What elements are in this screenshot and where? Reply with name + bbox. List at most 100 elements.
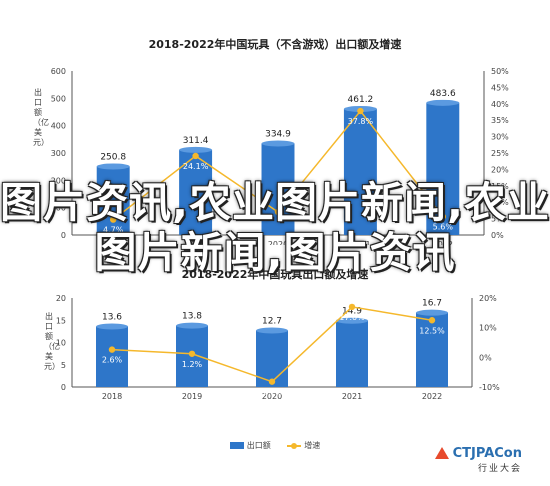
top-ytick-label: 300 (51, 149, 66, 158)
top-bar-value-label: 461.2 (348, 95, 374, 105)
bottom-y2tick-label: 20% (479, 294, 497, 303)
bottom-growth-label: 1.2% (182, 360, 203, 369)
brand-subtitle: 行业大会 (477, 464, 522, 474)
legend-label-line: 增速 (304, 441, 321, 450)
top-y2tick-label: 10% (491, 198, 509, 207)
top-ytick-label: 500 (51, 94, 66, 103)
bottom-bar-cap (96, 323, 128, 330)
brand-logo: CTJPACon 行业大会 (434, 442, 522, 474)
top-y2tick-label: 20% (491, 165, 509, 174)
bottom-ytick-label: 0 (61, 383, 66, 392)
chart-title-top: 2018-2022年中国玩具（不含游戏）出口额及增速 (148, 38, 402, 51)
bottom-growth-label: 17.0% (339, 313, 365, 322)
bottom-xtick-label: 2022 (422, 392, 442, 401)
top-growth-label: 5.6% (433, 223, 454, 232)
top-bar (261, 143, 295, 235)
top-growth-label: 4.7% (103, 226, 124, 235)
top-bar-cap (96, 163, 130, 170)
top-growth-label: 24.1% (183, 162, 209, 171)
bottom-y2tick-label: -10% (479, 383, 500, 392)
top-ytick-label: 100 (51, 204, 66, 213)
top-xtick-label: 2021 (350, 240, 370, 245)
top-bar-cap (261, 140, 295, 147)
top-xtick-label: 2020 (268, 240, 288, 245)
top-bar (343, 108, 377, 235)
bottom-bar (416, 312, 448, 387)
legend-swatch-line (287, 442, 302, 449)
top-y2tick-label: 50% (491, 67, 509, 76)
top-xtick-label: 2018 (103, 240, 123, 245)
top-bar-value-label: 311.4 (183, 136, 209, 146)
top-growth-point (110, 216, 117, 223)
top-ytick-label: 600 (51, 67, 66, 76)
legend-swatch-bar (229, 442, 244, 449)
top-y2tick-label: 0% (491, 231, 504, 240)
bottom-y2tick-label: 0% (479, 353, 492, 362)
bottom-bar (336, 320, 368, 387)
top-y2tick-label: 5% (491, 215, 504, 224)
top-xtick-label: 2019 (185, 240, 205, 245)
top-y2tick-label: 40% (491, 100, 509, 109)
top-y2tick-label: 45% (491, 83, 509, 92)
brand-name: CTJPACon (452, 446, 522, 461)
bottom-growth-label: 2.6% (102, 356, 123, 365)
chart-panel-bottom: 2018-2022年中国玩具出口额及增速 出口额（亿美元） 0 5 10 15 20 -1… (0, 252, 550, 486)
chart-panel-top: 2018-2022年中国玩具（不含游戏）出口额及增速 出口额（亿美元） 0 100… (33, 38, 509, 245)
y-axis-label-top: 出口额（亿美元） (33, 88, 49, 147)
bottom-bar-cap (336, 317, 368, 324)
top-bar-value-label: 334.9 (265, 129, 291, 139)
bottom-bar-value-label: 13.6 (102, 312, 122, 322)
top-ytick-label: 200 (51, 176, 66, 185)
chart-legend: 出口额 增速 (0, 440, 550, 451)
bottom-bar-value-label: 14.9 (342, 307, 362, 317)
top-growth-point (439, 213, 446, 220)
top-bar-cap (426, 99, 460, 106)
bottom-growth-point (348, 303, 356, 311)
legend-label-bar: 出口额 (246, 441, 271, 450)
bottom-bar (96, 326, 128, 387)
bottom-bar-cap (256, 327, 288, 334)
top-bar-cap (179, 146, 213, 153)
top-xtick-label: 2022 (433, 240, 453, 245)
top-growth-point (357, 107, 364, 115)
bottom-xtick-label: 2020 (262, 392, 282, 401)
top-y2tick-label: 30% (491, 133, 509, 142)
top-bar-value-label: 483.6 (430, 89, 456, 99)
top-bar-value-label: 250.8 (100, 152, 126, 162)
top-ytick-label: 0 (61, 231, 66, 240)
bottom-bar-cap (416, 309, 448, 316)
bottom-bar-value-label: 12.7 (262, 316, 282, 326)
bottom-growth-point (108, 346, 116, 353)
top-y2tick-label: 25% (491, 149, 509, 158)
bottom-ytick-label: 15 (56, 316, 66, 325)
top-growth-point (192, 152, 199, 160)
bottom-y2tick-label: 10% (479, 324, 497, 333)
bottom-growth-label: -8.2% (260, 388, 284, 397)
chart-title-bottom: 2018-2022年中国玩具出口额及增速 (181, 268, 369, 281)
top-bar (426, 102, 460, 235)
top-growth-label: 37.8% (348, 117, 374, 126)
bottom-ytick-label: 5 (61, 361, 66, 370)
y-axis-label-bottom: 出口额（亿美元） (44, 312, 60, 371)
bottom-bar-value-label: 16.7 (422, 299, 442, 309)
overlay-watermark-text: 图片资讯,农业图片新闻,农业图片新闻,图片资讯 (0, 178, 550, 277)
top-growth-point (274, 208, 282, 216)
brand-mark-icon (434, 446, 449, 459)
top-ytick-label: 400 (51, 122, 66, 131)
chart-canvas-bottom: 0 5 10 15 20 -10% 0% 10% 20% 13.6 2018 13.8 2019 12.7… (56, 294, 500, 401)
top-y2tick-label: 35% (491, 116, 509, 125)
bottom-xtick-label: 2018 (102, 392, 122, 401)
top-bar (96, 166, 130, 235)
bottom-bar-value-label: 13.8 (182, 312, 202, 322)
bottom-bar-cap (176, 322, 208, 329)
bottom-xtick-label: 2019 (182, 392, 202, 401)
bottom-growth-label: 12.5% (419, 326, 445, 335)
top-y2tick-label: 15% (491, 182, 509, 191)
bottom-growth-point (188, 350, 196, 357)
bottom-growth-point (428, 317, 436, 324)
bottom-xtick-label: 2021 (342, 392, 362, 401)
chart-canvas-top: 0 100 200 300 400 500 600 0% 5% 10% 15% 20% 25% 30% 35… (51, 67, 509, 245)
bottom-ytick-label: 20 (56, 294, 66, 303)
bottom-ytick-label: 10 (56, 339, 66, 348)
bottom-growth-point (268, 378, 276, 385)
